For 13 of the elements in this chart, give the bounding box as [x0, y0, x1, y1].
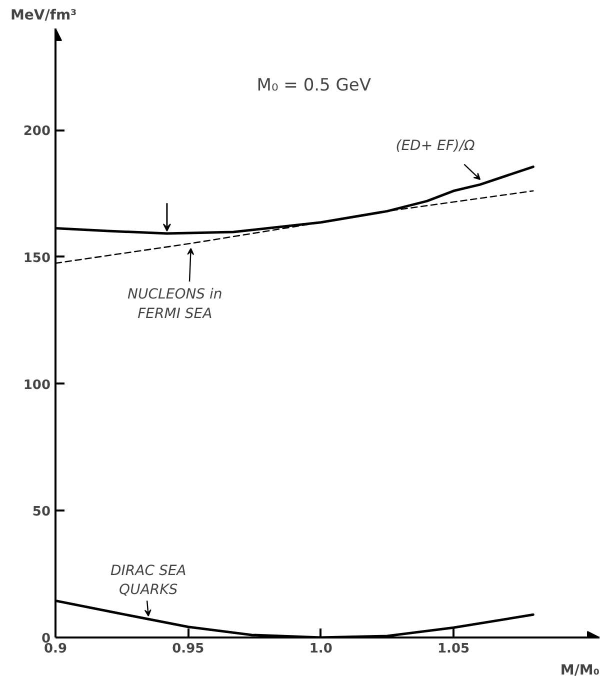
x-tick-label: 1.0 — [309, 642, 332, 656]
annotation: (ED+ EF)/Ω — [396, 138, 476, 154]
y-tick-label: 50 — [32, 504, 51, 520]
x-axis-title: M/M₀ — [560, 662, 600, 678]
x-tick-label: 1.05 — [438, 642, 470, 656]
y-axis-title: MeV/fm³ — [10, 8, 77, 24]
annotation: M₀ = 0.5 GeV — [256, 75, 372, 96]
y-tick-label: 200 — [23, 124, 51, 139]
y-tick-label: 100 — [23, 378, 51, 393]
annotation: NUCLEONS in FERMI SEA — [128, 286, 222, 322]
annotation: DIRAC SEA QUARKS — [110, 562, 186, 598]
y-tick-label: 150 — [23, 250, 51, 266]
x-tick-label: 0.95 — [172, 642, 204, 656]
